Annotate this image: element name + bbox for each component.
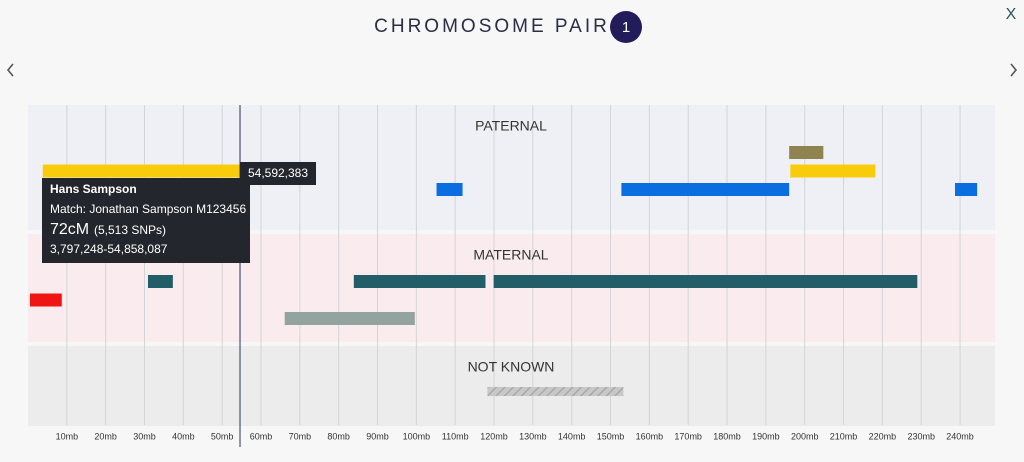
x-tick-label: 230mb <box>907 431 935 441</box>
title: CHROMOSOME PAIR <box>374 16 610 37</box>
tooltip-name: Hans Sampson <box>50 182 137 196</box>
tooltip-match: Match: Jonathan Sampson M123456 <box>50 202 246 216</box>
x-tick-label: 200mb <box>791 431 819 441</box>
x-tick-label: 180mb <box>713 431 741 441</box>
x-tick-label: 220mb <box>869 431 897 441</box>
pair-badge <box>610 11 642 43</box>
x-tick-label: 170mb <box>674 431 702 441</box>
tooltip-range: 3,797,248-54,858,087 <box>50 242 168 256</box>
x-tick-label: 20mb <box>94 431 117 441</box>
tooltip <box>42 178 250 263</box>
segment <box>790 164 876 178</box>
x-tick-label: 160mb <box>636 431 664 441</box>
prev-arrow[interactable] <box>6 63 14 77</box>
track-label: PATERNAL <box>475 118 547 134</box>
segment <box>493 275 918 288</box>
x-tick-label: 210mb <box>830 431 858 441</box>
segment <box>789 146 824 159</box>
x-tick-label: 150mb <box>597 431 625 441</box>
x-tick-label: 40mb <box>172 431 195 441</box>
cursor-label: 54,592,383 <box>248 166 308 180</box>
x-tick-label: 80mb <box>327 431 350 441</box>
x-tick-label: 70mb <box>289 431 312 441</box>
x-tick-label: 100mb <box>403 431 431 441</box>
x-tick-label: 120mb <box>480 431 508 441</box>
tooltip-snps: (5,513 SNPs) <box>94 223 166 237</box>
x-tick-label: 30mb <box>133 431 156 441</box>
track-label: NOT KNOWN <box>468 359 555 375</box>
segment <box>436 183 463 196</box>
segment <box>487 387 624 396</box>
close-button[interactable]: X <box>1006 6 1017 23</box>
segment <box>353 275 486 288</box>
x-tick-label: 10mb <box>56 431 79 441</box>
segment <box>42 164 242 178</box>
x-tick-label: 240mb <box>946 431 974 441</box>
segment <box>284 312 415 325</box>
track-panel <box>28 346 995 426</box>
segment <box>29 293 62 307</box>
x-tick-label: 110mb <box>442 431 469 441</box>
segment <box>148 275 173 288</box>
tooltip-cm: 72cM <box>50 221 89 238</box>
x-tick-label: 190mb <box>752 431 780 441</box>
segment <box>621 183 790 196</box>
segment <box>954 183 978 196</box>
track-label: MATERNAL <box>473 247 548 263</box>
pair-number: 1 <box>622 19 630 36</box>
x-tick-label: 90mb <box>366 431 389 441</box>
x-tick-label: 60mb <box>250 431 273 441</box>
x-tick-label: 140mb <box>558 431 586 441</box>
cursor-label-box <box>240 162 317 185</box>
next-arrow[interactable] <box>1010 63 1018 77</box>
x-tick-label: 50mb <box>211 431 234 441</box>
x-tick-label: 130mb <box>519 431 547 441</box>
